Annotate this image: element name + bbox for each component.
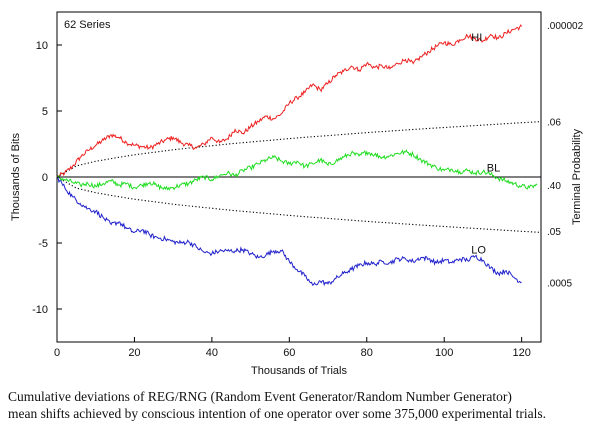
figure-caption: Cumulative deviations of REG/RNG (Random… [8, 388, 596, 422]
lower-envelope-curve [56, 176, 542, 233]
envelope-curves [56, 121, 542, 233]
y-tick-label: -5 [38, 238, 48, 250]
caption-line-2: mean shifts achieved by conscious intent… [8, 406, 546, 421]
x-tick-label: 60 [283, 347, 295, 359]
series-hi-line [56, 24, 523, 178]
series-lo-line [56, 176, 522, 287]
series-label-lo: LO [471, 245, 486, 257]
series-labels: HI BL LO [471, 32, 500, 257]
chart: 0 20 40 60 80 100 120 10 5 0 -5 -10 HI BL LO .000002.… [10, 11, 584, 377]
terminal-probability-label: .000002 [547, 21, 584, 32]
chart-title: 62 Series [64, 19, 111, 31]
y-tick-label: 10 [36, 40, 48, 52]
terminal-probability-label: .0005 [547, 279, 572, 290]
terminal-probability-label: .05 [547, 227, 561, 238]
terminal-probability-label: .06 [547, 118, 561, 129]
y-tick-label: -10 [32, 304, 48, 316]
series-lines [56, 24, 538, 287]
x-tick-label: 40 [206, 347, 218, 359]
x-axis-title: Thousands of Trials [251, 365, 347, 377]
axis-ticks: 0 20 40 60 80 100 120 10 5 0 -5 -10 [32, 40, 531, 359]
x-tick-label: 80 [361, 347, 373, 359]
caption-line-1: Cumulative deviations of REG/RNG (Random… [8, 389, 512, 404]
x-tick-label: 20 [128, 347, 140, 359]
y-tick-label: 0 [42, 172, 48, 184]
series-label-hi: HI [471, 32, 482, 44]
upper-envelope-curve [56, 121, 542, 178]
x-tick-label: 120 [512, 347, 530, 359]
series-label-bl: BL [487, 163, 500, 175]
y2-axis-title: Terminal Probability [571, 129, 583, 225]
terminal-probability-labels: .000002 .06 .40 .05 .0005 [547, 21, 584, 289]
x-tick-label: 100 [435, 347, 453, 359]
terminal-probability-label: .40 [547, 181, 561, 192]
series-bl-line [56, 149, 538, 191]
y-tick-label: 5 [42, 106, 48, 118]
y-axis-title: Thousands of Bits [10, 132, 22, 221]
x-tick-label: 0 [54, 347, 60, 359]
